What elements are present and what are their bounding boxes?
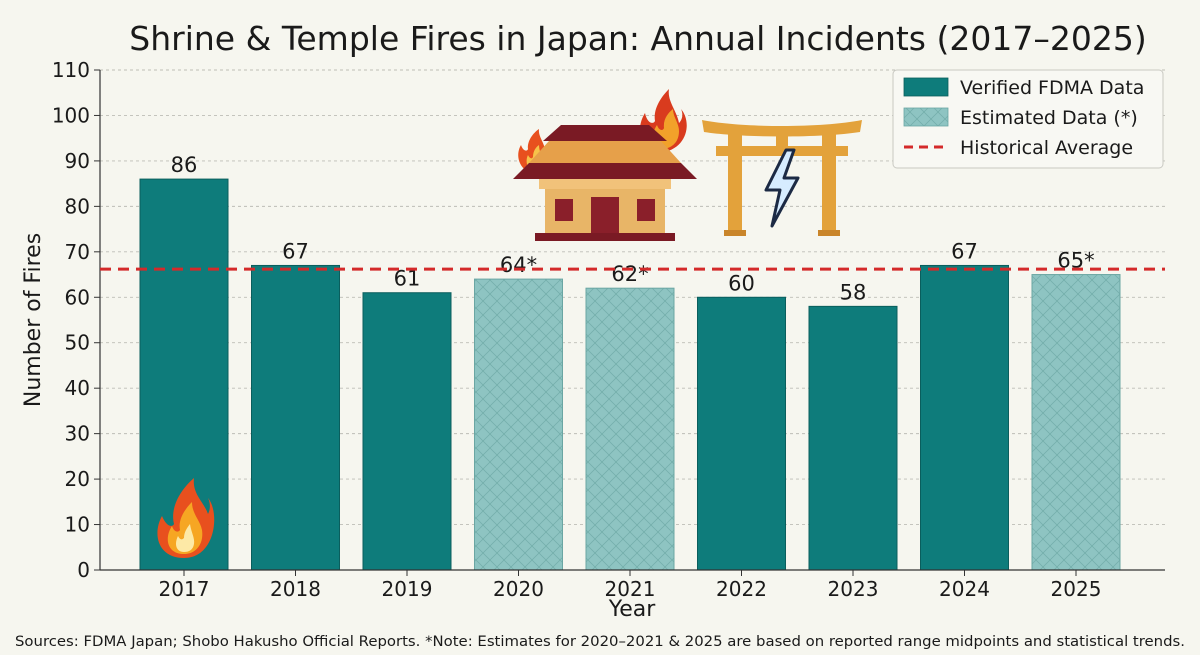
y-tick-label: 60: [65, 285, 90, 309]
legend-box: [892, 69, 1164, 169]
torii-lightning-icon: [702, 120, 862, 236]
y-tick-label: 70: [65, 240, 90, 264]
data-label: 86: [171, 153, 198, 177]
y-tick-label: 100: [52, 103, 90, 127]
data-label: 62*: [611, 262, 648, 286]
y-tick-label: 50: [65, 331, 90, 355]
x-tick-label: 2021: [605, 577, 656, 601]
x-ticks: 2017 2018 2019 2020 2021 2022 2023 2024 2025: [159, 570, 1102, 601]
x-tick-label: 2024: [939, 577, 990, 601]
x-tick-label: 2020: [493, 577, 544, 601]
x-tick-label: 2017: [159, 577, 210, 601]
bar-hatch: [474, 279, 563, 570]
bar-verified: [697, 296, 786, 571]
chart-title: Shrine & Temple Fires in Japan: Annual I…: [129, 19, 1146, 58]
y-tick-label: 0: [77, 558, 90, 582]
y-tick-label: 110: [52, 58, 90, 82]
legend-swatch-estimated-hatch: [904, 108, 948, 126]
y-tick-label: 30: [65, 422, 90, 446]
y-ticks: 0 10 20 30 40 50 60 70 80 90 100 110: [52, 58, 100, 582]
data-label: 60: [728, 271, 755, 295]
y-tick-label: 80: [65, 194, 90, 218]
y-axis-label: Number of Fires: [21, 233, 46, 407]
burning-temple-icon: [513, 89, 697, 241]
data-label: 61: [394, 267, 421, 291]
x-tick-label: 2022: [716, 577, 767, 601]
bar-verified: [362, 292, 452, 571]
y-tick-label: 90: [65, 149, 90, 173]
legend-label-estimated: Estimated Data (*): [960, 107, 1138, 129]
bar-hatch: [586, 288, 674, 570]
bar-verified: [251, 264, 340, 571]
x-axis-label: Year: [608, 597, 657, 622]
legend-label-verified: Verified FDMA Data: [960, 77, 1144, 99]
bar-verified: [920, 264, 1009, 571]
data-label: 67: [282, 239, 309, 263]
bars: [139, 178, 1121, 571]
flame-icon: [157, 478, 215, 558]
data-label: 64*: [500, 253, 537, 277]
x-tick-label: 2025: [1051, 577, 1102, 601]
y-tick-label: 20: [65, 467, 90, 491]
bar-verified: [808, 305, 898, 571]
legend-swatch-verified: [903, 77, 949, 97]
x-tick-label: 2023: [828, 577, 879, 601]
x-tick-label: 2019: [382, 577, 433, 601]
legend-label-average: Historical Average: [960, 137, 1133, 159]
legend: Verified FDMA Data Estimated Data (*) Hi…: [892, 69, 1164, 169]
y-tick-label: 10: [65, 513, 90, 537]
data-label: 58: [840, 280, 867, 304]
y-tick-label: 40: [65, 376, 90, 400]
x-tick-label: 2018: [270, 577, 321, 601]
bar-hatch: [1032, 274, 1120, 570]
data-label: 67: [951, 239, 978, 263]
source-note: Sources: FDMA Japan; Shobo Hakusho Offic…: [15, 634, 1185, 650]
